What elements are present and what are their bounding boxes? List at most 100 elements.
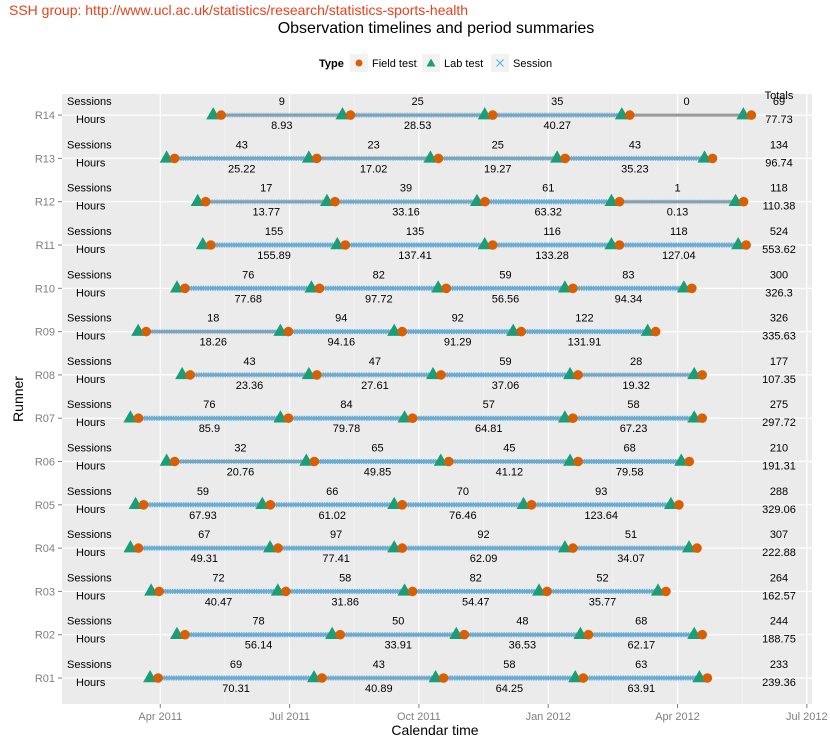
field-test-marker: [397, 500, 408, 510]
hours-row-label: Hours: [76, 201, 106, 213]
period-hours-label: 56.56: [492, 293, 520, 305]
x-tick-label: Jul 2012: [786, 711, 828, 723]
runner-track: [123, 410, 708, 424]
total-sessions-label: 288: [770, 486, 788, 498]
sessions-row-label: Sessions: [67, 226, 112, 238]
field-test-marker: [200, 196, 211, 207]
field-test-marker: [578, 673, 589, 683]
period-hours-label: 17.02: [360, 163, 388, 175]
field-test-marker: [407, 413, 418, 424]
field-test-marker: [441, 283, 451, 294]
field-test-marker: [697, 370, 708, 380]
x-tick-label: Oct 2011: [397, 711, 441, 723]
period-sessions-label: 70: [457, 486, 469, 498]
field-test-marker: [707, 153, 718, 164]
period-hours-label: 63.32: [534, 207, 562, 219]
runner-track: [206, 107, 757, 120]
field-test-marker: [180, 629, 190, 640]
y-tick-label: R11: [36, 240, 55, 252]
runner-track: [159, 150, 718, 164]
field-test-marker: [273, 543, 283, 553]
period-sessions-label: 45: [503, 443, 515, 455]
y-tick-label: R04: [35, 543, 55, 555]
field-test-marker: [568, 543, 578, 553]
hours-row-label: Hours: [76, 331, 106, 343]
field-test-marker: [330, 196, 340, 207]
period-hours-label: 23.36: [236, 380, 264, 392]
period-sessions-label: 25: [411, 96, 423, 108]
period-hours-label: 49.85: [364, 467, 392, 479]
period-sessions-label: 118: [670, 226, 688, 238]
total-sessions-label: 244: [770, 616, 788, 628]
field-test-marker: [180, 283, 190, 294]
totals-header: Totals: [765, 90, 794, 102]
total-hours-label: 553.62: [762, 244, 796, 256]
period-sessions-label: 47: [369, 356, 381, 368]
field-test-marker: [133, 543, 144, 553]
period-sessions-label: 68: [624, 443, 636, 455]
field-test-marker: [317, 673, 327, 683]
period-hours-label: 127.04: [662, 250, 696, 262]
period-sessions-label: 0: [684, 96, 690, 108]
field-test-marker: [614, 196, 625, 207]
total-hours-label: 162.57: [762, 590, 796, 602]
period-hours-label: 20.76: [227, 467, 255, 479]
period-sessions-label: 58: [503, 659, 515, 671]
field-test-marker: [433, 153, 444, 164]
legend-label: Field test: [372, 58, 417, 70]
y-tick-label: R12: [35, 197, 55, 209]
y-tick-label: R08: [35, 370, 55, 382]
legend-label: Lab test: [444, 58, 483, 70]
period-hours-label: 31.86: [331, 596, 359, 608]
sessions-row-label: Sessions: [67, 356, 112, 368]
period-sessions-label: 39: [400, 183, 412, 195]
period-sessions-label: 66: [326, 486, 338, 498]
field-test-marker: [153, 673, 163, 683]
hours-row-label: Hours: [76, 417, 106, 429]
field-test-marker: [312, 370, 322, 380]
y-tick-label: R09: [35, 327, 55, 339]
field-test-marker: [650, 326, 661, 337]
hours-row-label: Hours: [76, 287, 106, 299]
period-hours-label: 70.31: [222, 683, 250, 695]
sessions-row-label: Sessions: [67, 183, 112, 195]
field-test-marker: [407, 586, 418, 597]
total-hours-label: 297.72: [762, 417, 796, 429]
period-sessions-label: 18: [207, 313, 219, 325]
field-test-marker: [443, 456, 454, 467]
field-test-marker: [614, 240, 625, 250]
total-hours-label: 107.35: [762, 374, 796, 386]
period-hours-label: 77.68: [234, 293, 262, 305]
runner-track: [131, 323, 661, 337]
field-test-marker: [573, 370, 583, 380]
period-hours-label: 36.53: [509, 640, 537, 652]
period-hours-label: 19.32: [622, 380, 650, 392]
field-test-marker: [697, 629, 708, 640]
period-sessions-label: 35: [551, 96, 563, 108]
field-test-marker: [661, 586, 671, 597]
field-test-marker: [702, 673, 713, 683]
period-hours-label: 62.17: [628, 640, 656, 652]
total-sessions-label: 233: [770, 659, 788, 671]
total-hours-label: 77.73: [765, 114, 793, 126]
field-test-marker: [169, 153, 180, 164]
period-sessions-label: 83: [622, 269, 634, 281]
period-sessions-label: 92: [477, 529, 489, 541]
x-tick-label: Jul 2011: [269, 711, 310, 723]
period-hours-label: 28.53: [404, 120, 432, 132]
period-sessions-label: 58: [339, 572, 351, 584]
total-sessions-label: 524: [770, 226, 788, 238]
period-hours-label: 0.13: [667, 207, 688, 219]
period-hours-label: 67.93: [189, 510, 217, 522]
runner-track: [144, 583, 671, 597]
period-sessions-label: 76: [203, 399, 215, 411]
field-test-marker: [397, 326, 408, 337]
runner-track: [169, 626, 708, 640]
field-test-marker: [314, 283, 325, 294]
period-sessions-label: 17: [260, 183, 272, 195]
period-hours-label: 54.47: [462, 596, 490, 608]
sessions-row-label: Sessions: [67, 572, 112, 584]
field-test-marker: [133, 413, 144, 424]
total-sessions-label: 118: [770, 183, 788, 195]
